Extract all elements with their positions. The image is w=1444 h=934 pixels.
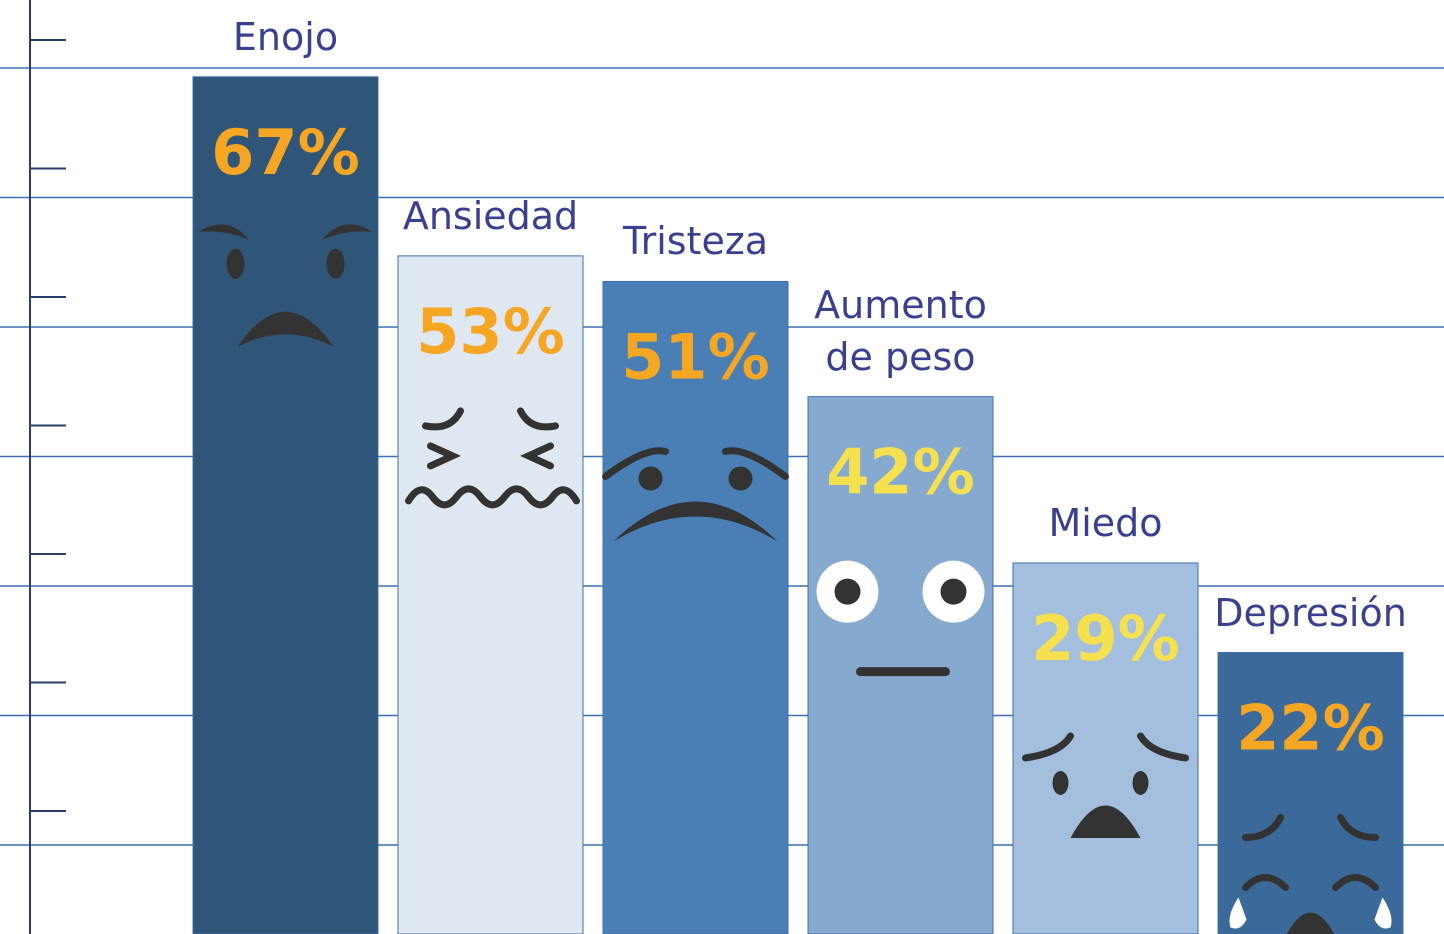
category-label: Depresión (1211, 587, 1411, 639)
value-label: 67% (211, 116, 359, 189)
face (1053, 771, 1069, 795)
face (941, 579, 967, 605)
value-label: 22% (1236, 692, 1384, 765)
category-label: Aumento de peso (801, 279, 1001, 383)
value-label: 53% (416, 295, 564, 368)
bar (193, 77, 378, 934)
face (639, 466, 663, 490)
face (227, 249, 245, 279)
value-label: 29% (1031, 602, 1179, 675)
value-label: 51% (621, 321, 769, 394)
chart: 67% 53% 51% 42% 29% 22% Enojo AnsiedadTristeza… (0, 0, 1444, 934)
category-label: Enojo (186, 11, 386, 63)
category-label: Tristeza (596, 215, 796, 267)
face (729, 466, 753, 490)
category-label: Miedo (1006, 497, 1206, 549)
value-label: 42% (826, 436, 974, 509)
category-label: Ansiedad (391, 190, 591, 242)
chart-canvas: 67% 53% 51% 42% 29% 22% (0, 0, 1444, 934)
face (1133, 771, 1149, 795)
face (835, 579, 861, 605)
face (327, 249, 345, 279)
